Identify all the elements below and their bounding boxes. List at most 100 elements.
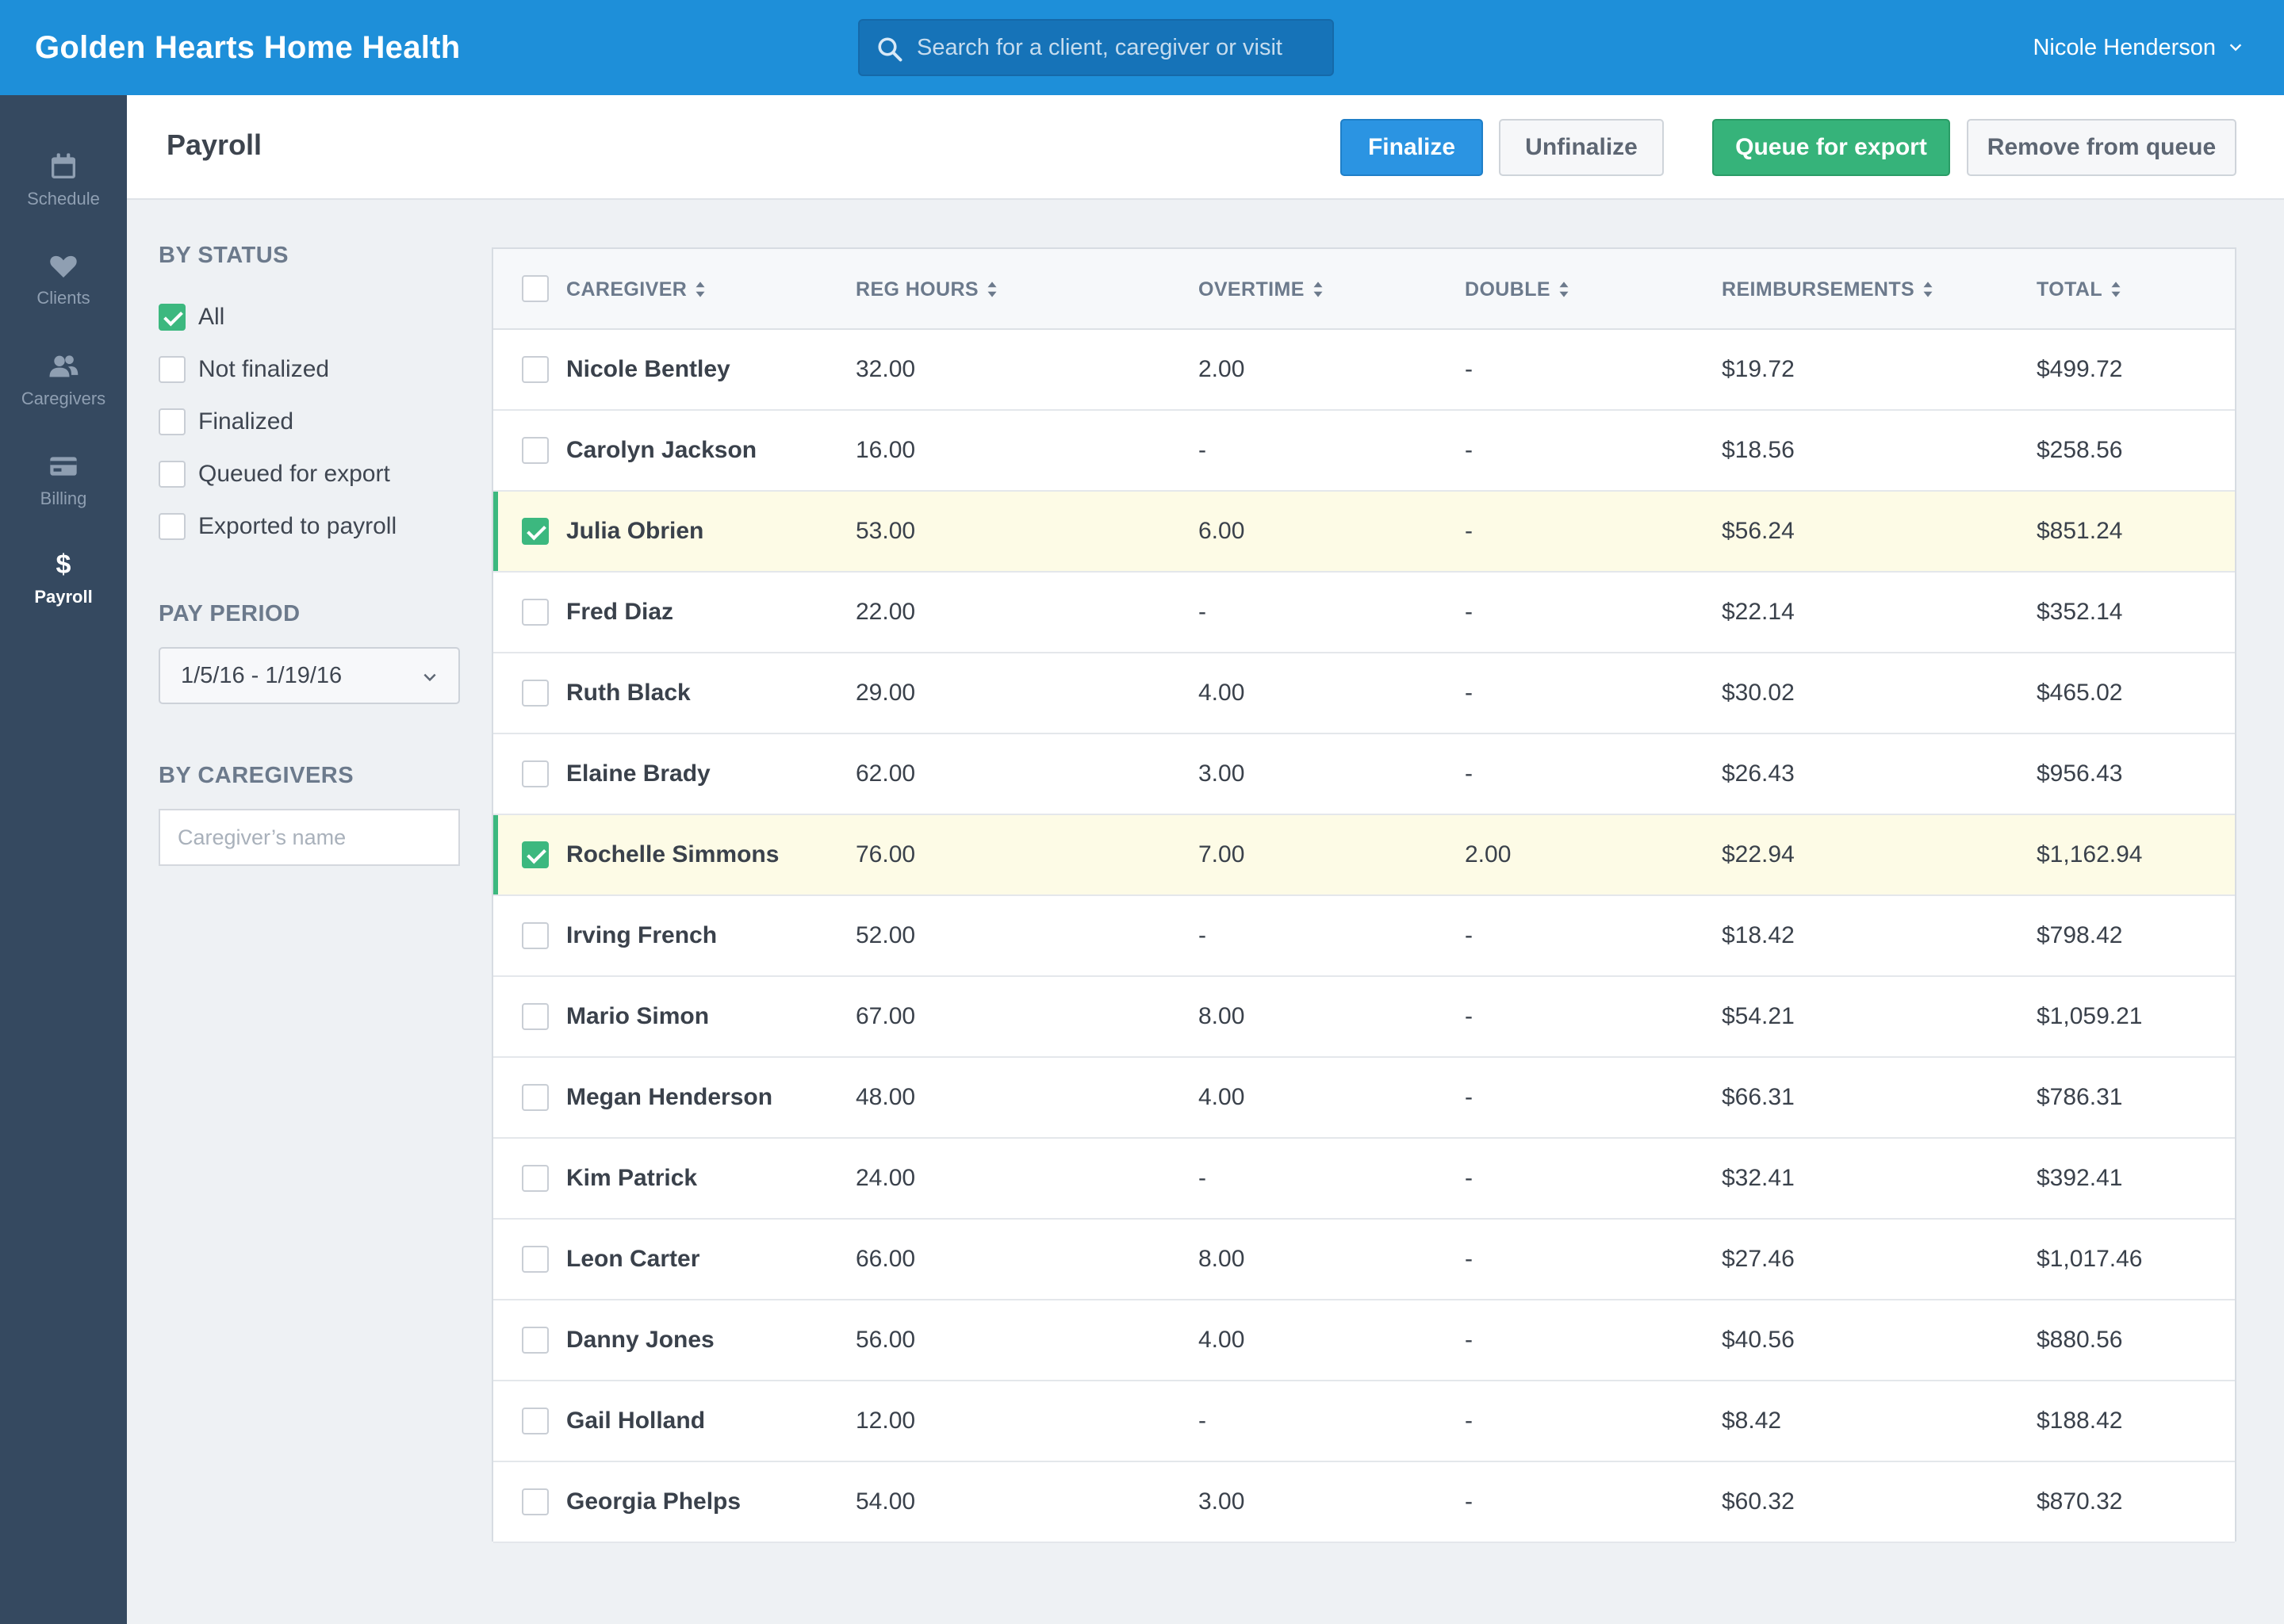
row-checkbox[interactable] bbox=[522, 680, 549, 707]
reimbursements-cell: $26.43 bbox=[1722, 760, 1795, 787]
overtime-cell: 3.00 bbox=[1198, 1488, 1245, 1515]
caregiver-name-cell: Carolyn Jackson bbox=[566, 437, 757, 463]
caregiver-name-input[interactable] bbox=[159, 809, 460, 866]
table-row[interactable]: Leon Carter 66.00 8.00 - $27.46 $1,017.46 bbox=[493, 1220, 2235, 1300]
reg-hours-cell: 16.00 bbox=[856, 437, 916, 463]
users-icon bbox=[49, 355, 79, 377]
nav-label-billing: Billing bbox=[40, 488, 87, 508]
caregiver-name-cell: Kim Patrick bbox=[566, 1165, 698, 1191]
reimbursements-cell: $30.02 bbox=[1722, 680, 1795, 706]
reimbursements-cell: $32.41 bbox=[1722, 1165, 1795, 1191]
row-checkbox[interactable] bbox=[522, 1327, 549, 1354]
table-row[interactable]: Kim Patrick 24.00 - - $32.41 $392.41 bbox=[493, 1139, 2235, 1220]
caregiver-name-cell: Elaine Brady bbox=[566, 760, 711, 787]
nav-item-caregivers[interactable]: Caregivers bbox=[0, 350, 127, 438]
left-nav: Schedule Clients Caregivers Billing $ Pa… bbox=[0, 95, 127, 1624]
double-cell: - bbox=[1465, 1408, 1473, 1434]
table-row[interactable]: Ruth Black 29.00 4.00 - $30.02 $465.02 bbox=[493, 653, 2235, 734]
row-checkbox[interactable] bbox=[522, 356, 549, 383]
total-cell: $1,059.21 bbox=[2037, 1003, 2143, 1029]
reg-hours-cell: 48.00 bbox=[856, 1084, 916, 1110]
status-option-finalized[interactable]: Finalized bbox=[159, 406, 293, 438]
nav-item-schedule[interactable]: Schedule bbox=[0, 151, 127, 238]
reimbursements-cell: $40.56 bbox=[1722, 1327, 1795, 1353]
row-checkbox[interactable] bbox=[522, 1408, 549, 1434]
caregiver-name-cell: Danny Jones bbox=[566, 1327, 715, 1353]
table-row[interactable]: Danny Jones 56.00 4.00 - $40.56 $880.56 bbox=[493, 1300, 2235, 1381]
reimbursements-cell: $27.46 bbox=[1722, 1246, 1795, 1272]
table-row[interactable]: Irving French 52.00 - - $18.42 $798.42 bbox=[493, 896, 2235, 977]
status-queued-checkbox[interactable] bbox=[159, 461, 186, 488]
unfinalize-button[interactable]: Unfinalize bbox=[1499, 119, 1664, 176]
pay-period-heading: PAY PERIOD bbox=[159, 601, 301, 626]
reimbursements-cell: $22.94 bbox=[1722, 841, 1795, 868]
reimbursements-cell: $18.42 bbox=[1722, 922, 1795, 948]
status-option-all[interactable]: All bbox=[159, 301, 224, 333]
row-checkbox[interactable] bbox=[522, 841, 549, 868]
row-checkbox[interactable] bbox=[522, 599, 549, 626]
row-checkbox[interactable] bbox=[522, 518, 549, 545]
table-row[interactable]: Rochelle Simmons 76.00 7.00 2.00 $22.94 $1,16… bbox=[493, 815, 2235, 896]
page-header: Payroll Finalize Unfinalize Queue for ex… bbox=[127, 95, 2284, 200]
row-checkbox[interactable] bbox=[522, 437, 549, 464]
nav-item-payroll[interactable]: $ Payroll bbox=[0, 549, 127, 636]
finalize-button[interactable]: Finalize bbox=[1340, 119, 1483, 176]
status-filter-heading: BY STATUS bbox=[159, 243, 289, 268]
table-row[interactable]: Mario Simon 67.00 8.00 - $54.21 $1,059.21 bbox=[493, 977, 2235, 1058]
caregiver-name-cell: Leon Carter bbox=[566, 1246, 700, 1272]
status-all-checkbox[interactable] bbox=[159, 304, 186, 331]
table-row[interactable]: Nicole Bentley 32.00 2.00 - $19.72 $499.72 bbox=[493, 330, 2235, 411]
row-checkbox[interactable] bbox=[522, 1246, 549, 1273]
double-cell: - bbox=[1465, 760, 1473, 787]
status-option-not-finalized[interactable]: Not finalized bbox=[159, 354, 329, 385]
queue-for-export-button[interactable]: Queue for export bbox=[1712, 119, 1950, 176]
status-option-queued[interactable]: Queued for export bbox=[159, 458, 390, 490]
double-cell: - bbox=[1465, 1003, 1473, 1029]
table-row[interactable]: Julia Obrien 53.00 6.00 - $56.24 $851.24 bbox=[493, 492, 2235, 573]
row-checkbox[interactable] bbox=[522, 922, 549, 949]
caregiver-name-cell: Georgia Phelps bbox=[566, 1488, 742, 1515]
row-checkbox[interactable] bbox=[522, 1488, 549, 1515]
overtime-cell: - bbox=[1198, 922, 1206, 948]
row-checkbox[interactable] bbox=[522, 1084, 549, 1111]
overtime-cell: 7.00 bbox=[1198, 841, 1245, 868]
column-header-total[interactable]: TOTAL bbox=[2037, 249, 2121, 330]
row-checkbox[interactable] bbox=[522, 1003, 549, 1030]
reg-hours-cell: 67.00 bbox=[856, 1003, 916, 1029]
status-not-finalized-checkbox[interactable] bbox=[159, 356, 186, 383]
table-row[interactable]: Gail Holland 12.00 - - $8.42 $188.42 bbox=[493, 1381, 2235, 1462]
column-header-caregiver[interactable]: CAREGIVER bbox=[566, 249, 706, 330]
search-box[interactable] bbox=[858, 19, 1334, 76]
status-finalized-checkbox[interactable] bbox=[159, 408, 186, 435]
table-row[interactable]: Megan Henderson 48.00 4.00 - $66.31 $786.31 bbox=[493, 1058, 2235, 1139]
remove-from-queue-button[interactable]: Remove from queue bbox=[1967, 119, 2236, 176]
pay-period-select[interactable]: 1/5/16 - 1/19/16 bbox=[159, 647, 460, 704]
status-option-exported[interactable]: Exported to payroll bbox=[159, 511, 397, 542]
total-cell: $798.42 bbox=[2037, 922, 2123, 948]
app-title[interactable]: Golden Hearts Home Health bbox=[35, 30, 461, 65]
column-header-reg-hours[interactable]: REG HOURS bbox=[856, 249, 998, 330]
total-cell: $956.43 bbox=[2037, 760, 2123, 787]
top-bar: Golden Hearts Home Health Nicole Henders… bbox=[0, 0, 2284, 95]
column-header-reimbursements[interactable]: REIMBURSEMENTS bbox=[1722, 249, 1933, 330]
reg-hours-cell: 76.00 bbox=[856, 841, 916, 868]
column-header-double[interactable]: DOUBLE bbox=[1465, 249, 1569, 330]
row-checkbox[interactable] bbox=[522, 760, 549, 787]
table-row[interactable]: Georgia Phelps 54.00 3.00 - $60.32 $870.32 bbox=[493, 1462, 2235, 1543]
nav-item-clients[interactable]: Clients bbox=[0, 250, 127, 337]
table-row[interactable]: Elaine Brady 62.00 3.00 - $26.43 $956.43 bbox=[493, 734, 2235, 815]
reg-hours-cell: 53.00 bbox=[856, 518, 916, 544]
table-row[interactable]: Carolyn Jackson 16.00 - - $18.56 $258.56 bbox=[493, 411, 2235, 492]
table-row[interactable]: Fred Diaz 22.00 - - $22.14 $352.14 bbox=[493, 573, 2235, 653]
column-header-overtime[interactable]: OVERTIME bbox=[1198, 249, 1324, 330]
total-cell: $465.02 bbox=[2037, 680, 2123, 706]
search-icon bbox=[878, 37, 902, 62]
select-all-checkbox[interactable] bbox=[522, 275, 549, 302]
nav-item-billing[interactable]: Billing bbox=[0, 450, 127, 538]
reimbursements-cell: $66.31 bbox=[1722, 1084, 1795, 1110]
row-checkbox[interactable] bbox=[522, 1165, 549, 1192]
column-label: DOUBLE bbox=[1465, 278, 1550, 301]
search-input[interactable] bbox=[917, 21, 1321, 75]
user-menu[interactable]: Nicole Henderson bbox=[2033, 0, 2244, 95]
status-exported-checkbox[interactable] bbox=[159, 513, 186, 540]
